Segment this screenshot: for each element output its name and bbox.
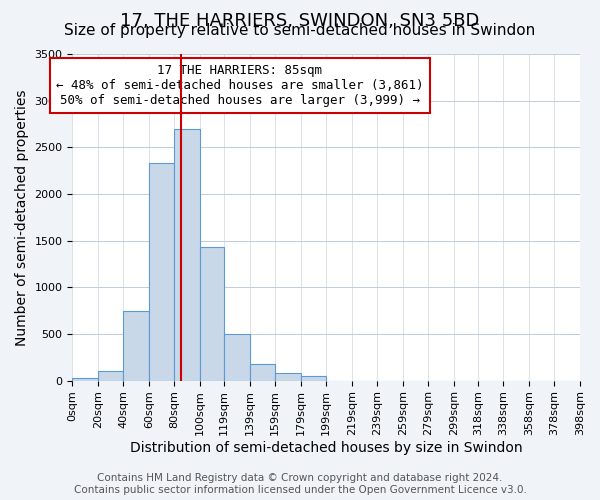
Text: Size of property relative to semi-detached houses in Swindon: Size of property relative to semi-detach… bbox=[64, 22, 536, 38]
Bar bbox=[73, 378, 98, 380]
Bar bbox=[149, 163, 175, 380]
Text: Contains HM Land Registry data © Crown copyright and database right 2024.
Contai: Contains HM Land Registry data © Crown c… bbox=[74, 474, 526, 495]
Bar bbox=[250, 364, 275, 380]
Bar bbox=[275, 373, 301, 380]
Bar bbox=[124, 310, 149, 380]
Bar bbox=[98, 372, 124, 380]
Y-axis label: Number of semi-detached properties: Number of semi-detached properties bbox=[15, 89, 29, 345]
Text: 17, THE HARRIERS, SWINDON, SN3 5BD: 17, THE HARRIERS, SWINDON, SN3 5BD bbox=[121, 12, 479, 30]
Text: 17 THE HARRIERS: 85sqm
← 48% of semi-detached houses are smaller (3,861)
50% of : 17 THE HARRIERS: 85sqm ← 48% of semi-det… bbox=[56, 64, 424, 107]
X-axis label: Distribution of semi-detached houses by size in Swindon: Distribution of semi-detached houses by … bbox=[130, 441, 523, 455]
Bar bbox=[224, 334, 250, 380]
Bar bbox=[175, 128, 200, 380]
Bar bbox=[200, 247, 224, 380]
Bar bbox=[301, 376, 326, 380]
